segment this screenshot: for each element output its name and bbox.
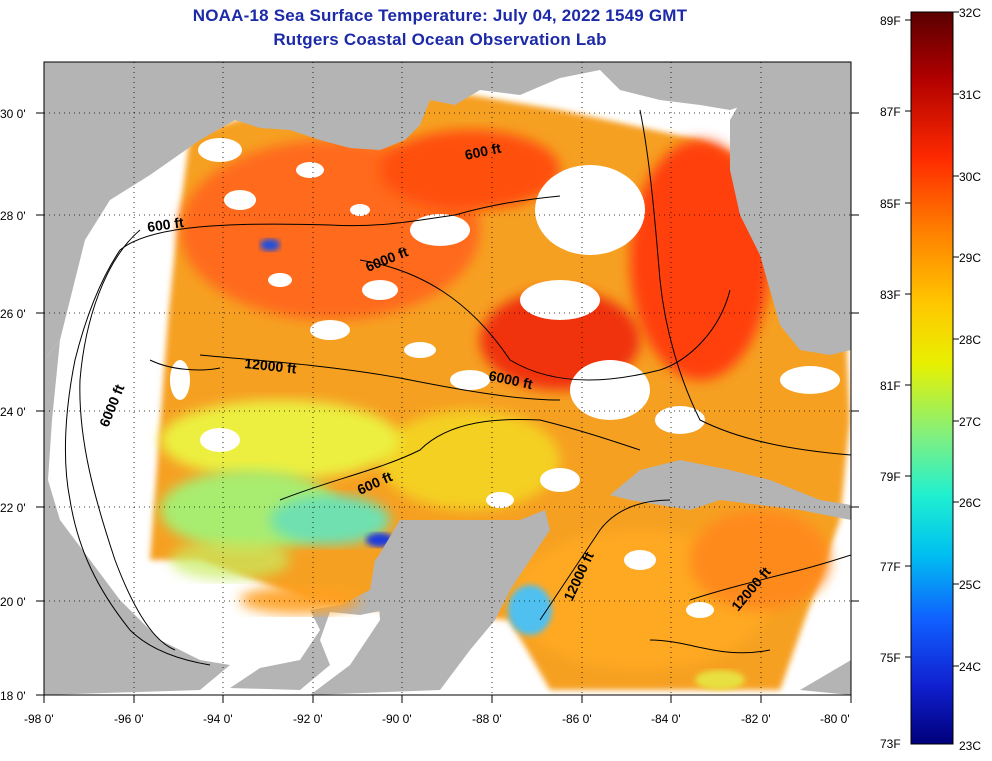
colorbar-f-label: 75F [880, 651, 901, 665]
lon-label: -88 0' [472, 712, 502, 726]
lon-label: -92 0' [293, 712, 323, 726]
colorbar-f-label: 79F [880, 470, 901, 484]
map-frame [43, 61, 852, 696]
axis-ticks [36, 112, 859, 703]
contour-label-12000ft-central: 12000 ft [244, 355, 298, 376]
sst-field [150, 62, 850, 690]
contour-label-600ft-north: 600 ft [463, 140, 502, 163]
contour-label-600ft-west: 600 ft [146, 214, 185, 235]
colorbar-f-label: 73F [880, 737, 901, 751]
lat-label: 30 0' [0, 107, 26, 121]
graticule [44, 62, 851, 695]
lon-label: -82 0' [741, 712, 771, 726]
colorbar-c-label: 24C [959, 660, 981, 674]
lat-label: 20 0' [0, 595, 26, 609]
colorbar-f-label: 77F [880, 560, 901, 574]
lon-label: -94 0' [203, 712, 233, 726]
temperature-colorbar: 89F 87F 85F 83F 81F 79F 77F 75F 73F 32C … [880, 6, 981, 753]
colorbar-f-label: 89F [880, 14, 901, 28]
lat-label: 26 0' [0, 307, 26, 321]
colorbar-c-label: 26C [959, 496, 981, 510]
colorbar-c-label: 25C [959, 578, 981, 592]
lon-label: -98 0' [24, 712, 54, 726]
lat-label: 22 0' [0, 501, 26, 515]
map-subtitle: Rutgers Coastal Ocean Observation Lab [273, 30, 607, 49]
lon-label: -84 0' [651, 712, 681, 726]
longitude-labels: -98 0' -96 0' -94 0' -92 0' -90 0' -88 0… [24, 712, 850, 726]
lon-label: -96 0' [114, 712, 144, 726]
colorbar-c-label: 27C [959, 415, 981, 429]
lon-label: -86 0' [562, 712, 592, 726]
colorbar-c-label: 32C [959, 6, 981, 20]
colorbar-c-label: 23C [959, 739, 981, 753]
colorbar-f-label: 87F [880, 105, 901, 119]
colorbar-f-label: 85F [880, 197, 901, 211]
colorbar-f-label: 81F [880, 379, 901, 393]
lat-label: 18 0' [0, 689, 26, 703]
colorbar-c-label: 29C [959, 251, 981, 265]
colorbar-c-label: 31C [959, 88, 981, 102]
colorbar-c-label: 28C [959, 333, 981, 347]
map-title: NOAA-18 Sea Surface Temperature: July 04… [192, 6, 688, 25]
colorbar-f-label: 83F [880, 288, 901, 302]
cloud-cover [170, 120, 840, 618]
land-masses [44, 62, 851, 695]
lon-label: -80 0' [820, 712, 850, 726]
lat-label: 28 0' [0, 209, 26, 223]
lat-label: 24 0' [0, 405, 26, 419]
bathymetry-contours [64, 109, 851, 666]
colorbar-c-label: 30C [959, 170, 981, 184]
latitude-labels: 30 0' 28 0' 26 0' 24 0' 22 0' 20 0' 18 0… [0, 107, 26, 703]
map-panel: 600 ft 600 ft 6000 ft 12000 ft 6000 ft 6… [44, 62, 851, 695]
colorbar-gradient [910, 11, 954, 745]
lon-label: -90 0' [382, 712, 412, 726]
